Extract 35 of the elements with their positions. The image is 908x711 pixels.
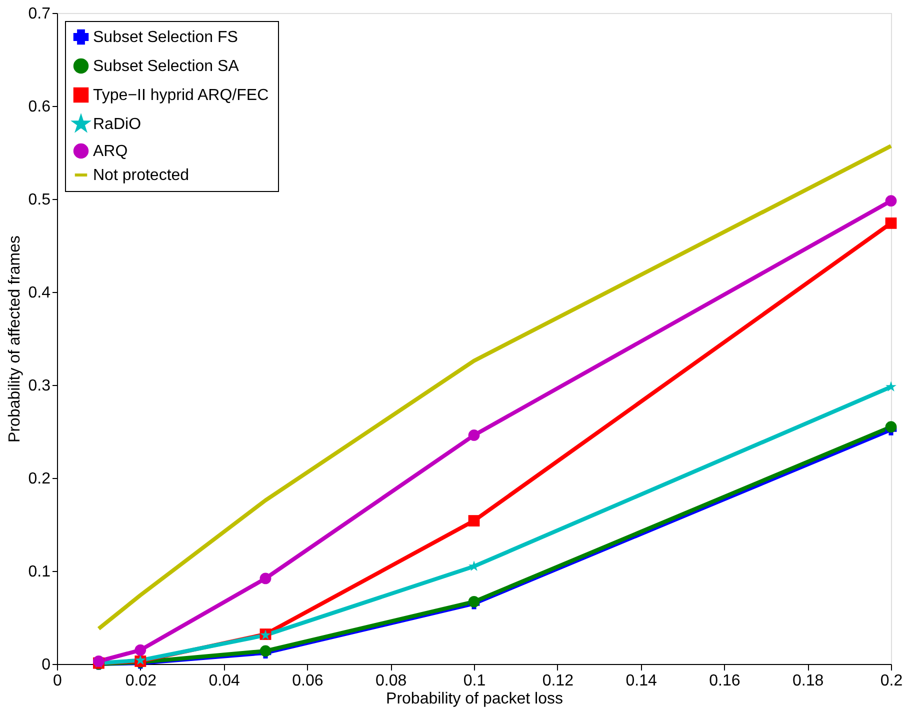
x-tick-label: 0.18 (792, 672, 824, 690)
point (468, 515, 480, 526)
x-tick-label: 0.2 (880, 672, 903, 690)
legend-label: ARQ (93, 143, 128, 160)
legend-label: RaDiO (93, 116, 142, 133)
x-tick-label: 0.1 (463, 672, 486, 690)
y-tick-label: 0.5 (28, 192, 51, 208)
x-tick-label: 0.08 (376, 672, 407, 690)
y-tick-label: 0.7 (28, 6, 51, 22)
point (468, 430, 480, 441)
legend-label: Subset Selection SA (93, 58, 240, 75)
y-tick-label: 0.3 (28, 378, 51, 394)
y-tick-label: 0 (42, 656, 51, 674)
x-tick-label: 0.02 (125, 672, 157, 690)
y-tick-label: 0.4 (28, 284, 51, 302)
point (886, 381, 896, 392)
x-tick-label: 0.06 (292, 672, 324, 690)
y-tick-label: 0.6 (28, 98, 51, 116)
y-tick-label: 0.1 (28, 564, 51, 580)
point (134, 644, 146, 656)
point (885, 421, 897, 433)
x-axis-title: Probability of packet loss (386, 690, 563, 708)
point (885, 217, 897, 229)
x-tick-label: 0.16 (709, 672, 740, 690)
x-tick-label: 0 (53, 672, 62, 690)
point (885, 195, 897, 207)
x-tick-label: 0.04 (208, 672, 240, 690)
x-tick-label: 0.14 (626, 672, 657, 690)
y-tick-label: 0.2 (28, 470, 51, 488)
legend-label: Type−II hyprid ARQ/FEC (93, 87, 269, 104)
point (260, 572, 272, 584)
x-tick-label: 0.12 (542, 672, 574, 690)
y-axis-title: Probability of affected frames (6, 236, 24, 442)
legend-label: Subset Selection FS (93, 29, 238, 46)
legend-label: Not protected (93, 167, 190, 184)
